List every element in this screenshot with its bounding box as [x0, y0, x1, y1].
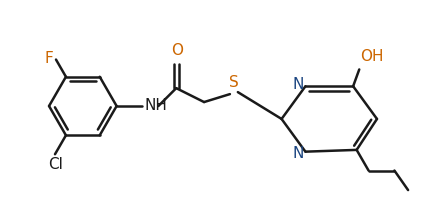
Text: S: S: [229, 75, 239, 90]
Text: OH: OH: [360, 50, 384, 65]
Text: N: N: [292, 77, 304, 92]
Text: O: O: [171, 43, 183, 58]
Text: F: F: [44, 51, 53, 66]
Text: Cl: Cl: [49, 157, 64, 172]
Text: N: N: [292, 146, 304, 161]
Text: NH: NH: [144, 97, 167, 112]
